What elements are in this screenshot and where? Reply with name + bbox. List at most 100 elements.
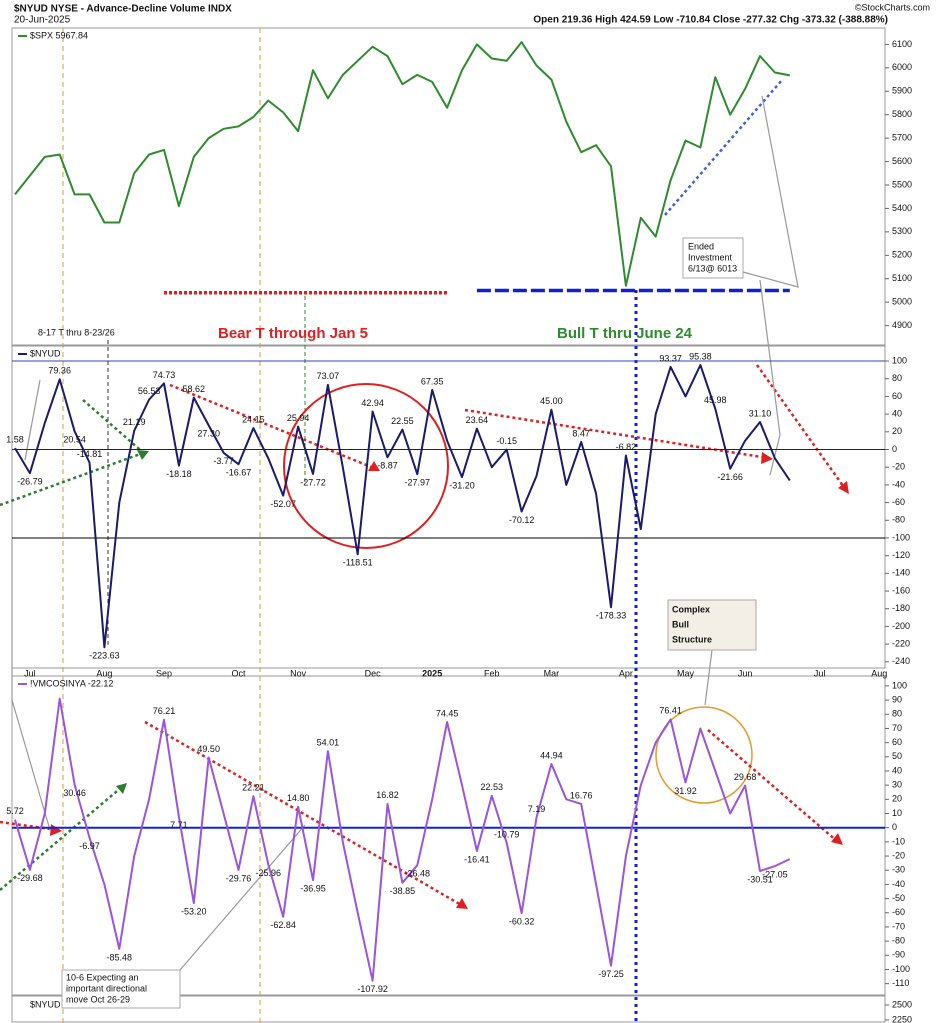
data-label: 14.80	[287, 793, 310, 803]
x-tick-label: Aug	[96, 668, 112, 678]
y-tick-label: 40	[892, 408, 902, 418]
y-tick-label: -30	[892, 865, 905, 875]
y-tick-label: -40	[892, 479, 905, 489]
y-tick-label: -100	[892, 532, 910, 542]
annotation: Investment	[688, 252, 733, 262]
annotation: Ended	[688, 241, 714, 251]
brand: ©StockCharts.com	[855, 2, 930, 12]
y-tick-label: 50	[892, 751, 902, 761]
data-label: 23.64	[466, 415, 489, 425]
y-tick-label: 5200	[892, 250, 912, 260]
data-label: 21.19	[123, 417, 146, 427]
x-tick-label: Jul	[24, 668, 36, 678]
annotation-box	[61, 969, 181, 1009]
data-label: -21.66	[717, 472, 743, 482]
data-label: -16.41	[464, 854, 490, 864]
y-tick-label: 90	[892, 694, 902, 704]
annotation: 6/13@ 6013	[688, 263, 737, 273]
y-tick-label: 30	[892, 780, 902, 790]
data-label: -14.81	[77, 449, 103, 459]
y-tick-label: 60	[892, 737, 902, 747]
y-tick-label: -80	[892, 515, 905, 525]
x-tick-label: 2025	[422, 668, 442, 678]
y-tick-label: -160	[892, 585, 910, 595]
legend-label: $NYUD	[30, 999, 61, 1009]
data-label: -85.48	[107, 952, 133, 962]
highlight-circle	[655, 706, 753, 804]
data-label: -18.18	[166, 469, 192, 479]
trend-arrow	[82, 399, 147, 456]
data-label: -29.76	[226, 873, 252, 883]
y-tick-label: -110	[892, 978, 909, 988]
y-tick-label: -60	[892, 497, 905, 507]
x-tick-label: Jul	[814, 668, 826, 678]
annotation: Bear T through Jan 5	[218, 325, 368, 342]
data-label: -118.51	[343, 558, 373, 568]
y-tick-label: -90	[892, 950, 905, 960]
x-tick-label: Oct	[231, 668, 246, 678]
x-tick-label: Mar	[544, 668, 560, 678]
y-tick-label: 2250	[892, 1014, 912, 1023]
data-label: 22.55	[391, 416, 414, 426]
data-label: -52.07	[270, 499, 296, 509]
trend-arrow	[0, 451, 144, 507]
y-tick-label: 100	[892, 355, 907, 365]
series-line	[14, 364, 791, 649]
data-label: 22.21	[242, 783, 265, 793]
legend-label: $NYUD	[30, 348, 61, 358]
y-tick-label: 60	[892, 391, 902, 401]
annotation: 8-17 T thru 8-23/26	[38, 327, 115, 337]
nyud-panel-frame	[11, 345, 886, 669]
trend-arrow	[0, 785, 124, 891]
y-tick-label: -60	[892, 907, 905, 917]
legend-label: !VMCOSINYA -22.12	[30, 678, 113, 688]
data-label: 16.82	[376, 790, 399, 800]
data-label: 95.38	[689, 352, 712, 362]
annotation: Structure	[672, 634, 712, 644]
data-label: 30.46	[63, 788, 86, 798]
chart-date: 20-Jun-2025	[14, 15, 71, 26]
y-tick-label: 6000	[892, 62, 912, 72]
legend-label: $SPX 5967.84	[30, 30, 88, 40]
price-panel-frame	[11, 27, 886, 346]
annotation-box	[682, 237, 744, 279]
chart-title: $NYUD NYSE - Advance-Decline Volume INDX	[14, 4, 232, 15]
data-label: 20.54	[63, 435, 86, 445]
y-tick-label: 6100	[892, 39, 912, 49]
data-label: -178.33	[596, 611, 627, 621]
y-tick-label: 5700	[892, 133, 912, 143]
y-tick-label: 20	[892, 794, 902, 804]
data-label: -27.97	[405, 478, 431, 488]
data-label: -10.79	[494, 829, 520, 839]
vmc-panel-frame	[11, 675, 886, 996]
y-tick-label: 40	[892, 765, 902, 775]
data-label: 93.37	[659, 353, 682, 363]
y-tick-label: -220	[892, 638, 910, 648]
y-tick-label: 5500	[892, 179, 912, 189]
arrow-head	[137, 450, 149, 460]
data-label: -62.84	[270, 920, 296, 930]
data-label: -6.82	[616, 442, 637, 452]
arrow-heads-green	[116, 450, 149, 794]
data-label: -6.97	[79, 841, 100, 851]
y-tick-label: 100	[892, 680, 907, 690]
data-label: 45.00	[540, 396, 563, 406]
annotation: move Oct 26-29	[66, 994, 130, 1004]
y-tick-label: 2500	[892, 999, 912, 1009]
data-label: 16.76	[570, 790, 593, 800]
callout-line	[11, 540, 51, 831]
data-label: 79.36	[48, 366, 71, 376]
data-label: -25.96	[256, 868, 282, 878]
data-label: -27.05	[762, 869, 788, 879]
y-tick-label: -80	[892, 935, 905, 945]
data-label: 67.35	[421, 376, 444, 386]
arrow-head	[761, 452, 773, 464]
annotation: important directional	[66, 983, 147, 993]
x-tick-label: Dec	[365, 668, 382, 678]
data-label: -0.15	[496, 436, 517, 446]
y-tick-label: 0	[892, 444, 897, 454]
callout-line	[704, 649, 713, 706]
y-tick-label: -20	[892, 850, 905, 860]
data-label: 74.73	[153, 370, 176, 380]
